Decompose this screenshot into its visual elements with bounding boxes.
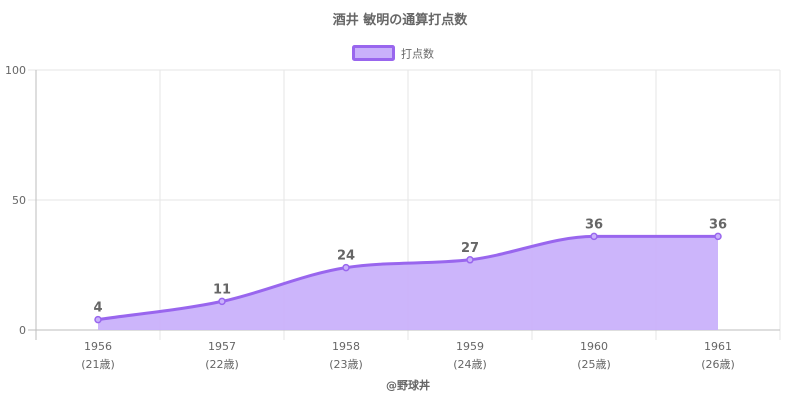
- x-axis: 1956 (21歳) 1957 (22歳) 1958 (23歳) 1959 (24歳) 1960…: [81, 340, 735, 371]
- y-tick-label: 0: [19, 324, 26, 337]
- x-tick-label: 1956: [84, 340, 112, 353]
- data-point: [94, 315, 102, 324]
- data-point: [714, 232, 722, 241]
- data-label: 36: [709, 217, 727, 232]
- data-label: 27: [461, 241, 479, 256]
- legend[interactable]: 打点数: [352, 45, 435, 61]
- data-labels: 4 11 24 27 36 36: [93, 217, 727, 315]
- x-tick-sublabel: (22歳): [205, 358, 239, 371]
- x-tick-label: 1961: [704, 340, 732, 353]
- series-layer: [94, 232, 722, 330]
- data-point: [218, 297, 226, 306]
- x-tick-label: 1959: [456, 340, 484, 353]
- data-label: 4: [93, 301, 102, 316]
- x-tick-sublabel: (24歳): [453, 358, 487, 371]
- x-axis-label: @野球丼: [386, 378, 430, 392]
- y-tick-label: 100: [5, 64, 26, 77]
- x-tick-label: 1960: [580, 340, 608, 353]
- data-point: [466, 256, 474, 264]
- series-area: [98, 236, 718, 330]
- x-tick-sublabel: (21歳): [81, 358, 115, 371]
- series-line: [97, 234, 718, 322]
- x-tick-label: 1957: [208, 340, 236, 353]
- chart-title: 酒井 敏明の通算打点数: [333, 12, 469, 28]
- data-label: 36: [585, 217, 603, 232]
- data-point: [342, 263, 350, 272]
- data-label: 24: [337, 249, 355, 264]
- x-tick-sublabel: (25歳): [577, 358, 611, 371]
- legend-swatch: [352, 45, 395, 61]
- data-point: [590, 232, 598, 241]
- y-tick-label: 50: [12, 194, 26, 207]
- y-axis: 0 50 100: [5, 64, 26, 337]
- x-tick-sublabel: (26歳): [701, 358, 735, 371]
- legend-label: 打点数: [401, 47, 434, 61]
- x-tick-label: 1958: [332, 340, 360, 353]
- x-tick-sublabel: (23歳): [329, 358, 363, 371]
- grid: [28, 69, 781, 340]
- data-label: 11: [213, 282, 231, 297]
